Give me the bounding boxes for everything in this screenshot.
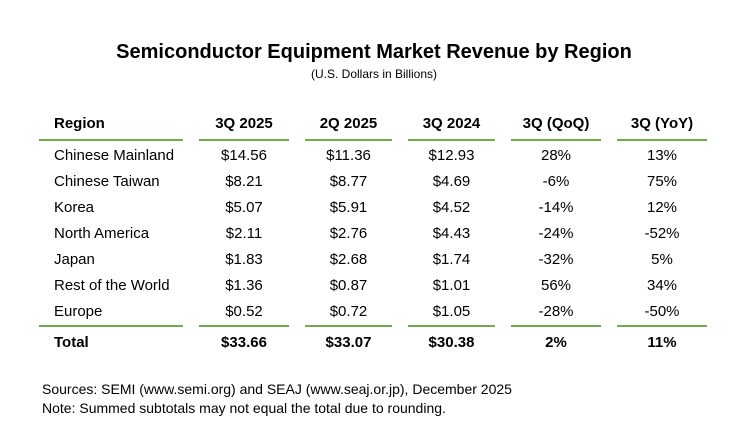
value-cell: $8.21 (225, 173, 263, 190)
table-row: Rest of the World $1.36 $0.87 $1.01 56% 34% (39, 271, 707, 297)
value-cell: 5% (651, 251, 673, 268)
value-cell: $0.72 (305, 297, 392, 327)
value-cell: $1.83 (225, 251, 263, 268)
value-cell: -14% (538, 199, 574, 216)
revenue-table: Region 3Q 2025 2Q 2025 3Q 2024 3Q (QoQ) … (23, 107, 723, 358)
region-cell: Chinese Mainland (54, 147, 175, 164)
table-body: Chinese Mainland $14.56 $11.36 $12.93 28% 13%… (39, 141, 707, 327)
value-cell: $4.43 (432, 225, 471, 242)
column-header-3q-yoy: 3Q (YoY) (617, 107, 707, 141)
value-cell: 28% (540, 147, 572, 164)
value-cell: $5.07 (225, 199, 263, 216)
value-cell: 56% (540, 277, 572, 294)
table-row: Europe $0.52 $0.72 $1.05 -28% -50% (39, 297, 707, 327)
column-header-3q-2024: 3Q 2024 (408, 107, 495, 141)
column-header-3q-2025: 3Q 2025 (199, 107, 289, 141)
region-cell: Europe (39, 297, 183, 327)
value-cell: $1.05 (408, 297, 495, 327)
total-value-cell: 2% (545, 334, 567, 351)
value-cell: 12% (646, 199, 678, 216)
value-cell: 34% (646, 277, 678, 294)
total-value-cell: $33.07 (325, 334, 372, 351)
value-cell: $2.68 (329, 251, 368, 268)
table-row: North America $2.11 $2.76 $4.43 -24% -52% (39, 219, 707, 245)
value-cell: $0.52 (199, 297, 289, 327)
footer-note: Note: Summed subtotals may not equal the… (42, 400, 446, 416)
value-cell: -6% (542, 173, 570, 190)
total-value-cell: $30.38 (428, 334, 475, 351)
table-row: Korea $5.07 $5.91 $4.52 -14% 12% (39, 193, 707, 219)
region-cell: Japan (54, 251, 95, 268)
table-row: Chinese Taiwan $8.21 $8.77 $4.69 -6% 75% (39, 167, 707, 193)
value-cell: 75% (646, 173, 678, 190)
footer-sources: Sources: SEMI (www.semi.org) and SEAJ (w… (42, 381, 512, 397)
value-cell: $8.77 (329, 173, 368, 190)
value-cell: $4.52 (432, 199, 471, 216)
region-cell: Rest of the World (54, 277, 170, 294)
total-value-cell: 11% (647, 334, 677, 351)
table-header-row: Region 3Q 2025 2Q 2025 3Q 2024 3Q (QoQ) … (39, 107, 707, 141)
value-cell: -28% (511, 297, 601, 327)
column-header-2q-2025: 2Q 2025 (305, 107, 392, 141)
report-page: Semiconductor Equipment Market Revenue b… (0, 42, 748, 434)
value-cell: $5.91 (329, 199, 368, 216)
value-cell: $2.76 (329, 225, 368, 242)
column-header-region: Region (39, 107, 183, 141)
value-cell: $12.93 (428, 147, 475, 164)
value-cell: $11.36 (326, 147, 371, 164)
page-title: Semiconductor Equipment Market Revenue b… (116, 41, 632, 63)
value-cell: $1.01 (432, 277, 471, 294)
value-cell: $14.56 (221, 147, 267, 164)
value-cell: -24% (538, 225, 574, 242)
value-cell: $2.11 (225, 225, 263, 242)
value-cell: $1.36 (225, 277, 263, 294)
value-cell: $1.74 (432, 251, 471, 268)
value-cell: -32% (538, 251, 574, 268)
region-cell: Korea (54, 199, 95, 216)
page-subtitle: (U.S. Dollars in Billions) (310, 67, 438, 81)
value-cell: -52% (644, 225, 680, 242)
value-cell: $4.69 (432, 173, 471, 190)
total-label-cell: Total (54, 334, 89, 351)
total-row: Total $33.66 $33.07 $30.38 2% 11% (39, 327, 707, 358)
value-cell: $0.87 (329, 277, 368, 294)
table-footer: Sources: SEMI (www.semi.org) and SEAJ (w… (42, 380, 748, 418)
table-row: Chinese Mainland $14.56 $11.36 $12.93 28% 13% (39, 141, 707, 167)
region-cell: North America (54, 225, 150, 242)
value-cell: 13% (646, 147, 678, 164)
total-value-cell: $33.66 (221, 334, 267, 351)
column-header-3q-qoq: 3Q (QoQ) (511, 107, 601, 141)
table-row: Japan $1.83 $2.68 $1.74 -32% 5% (39, 245, 707, 271)
value-cell: -50% (617, 297, 707, 327)
region-cell: Chinese Taiwan (54, 173, 160, 190)
